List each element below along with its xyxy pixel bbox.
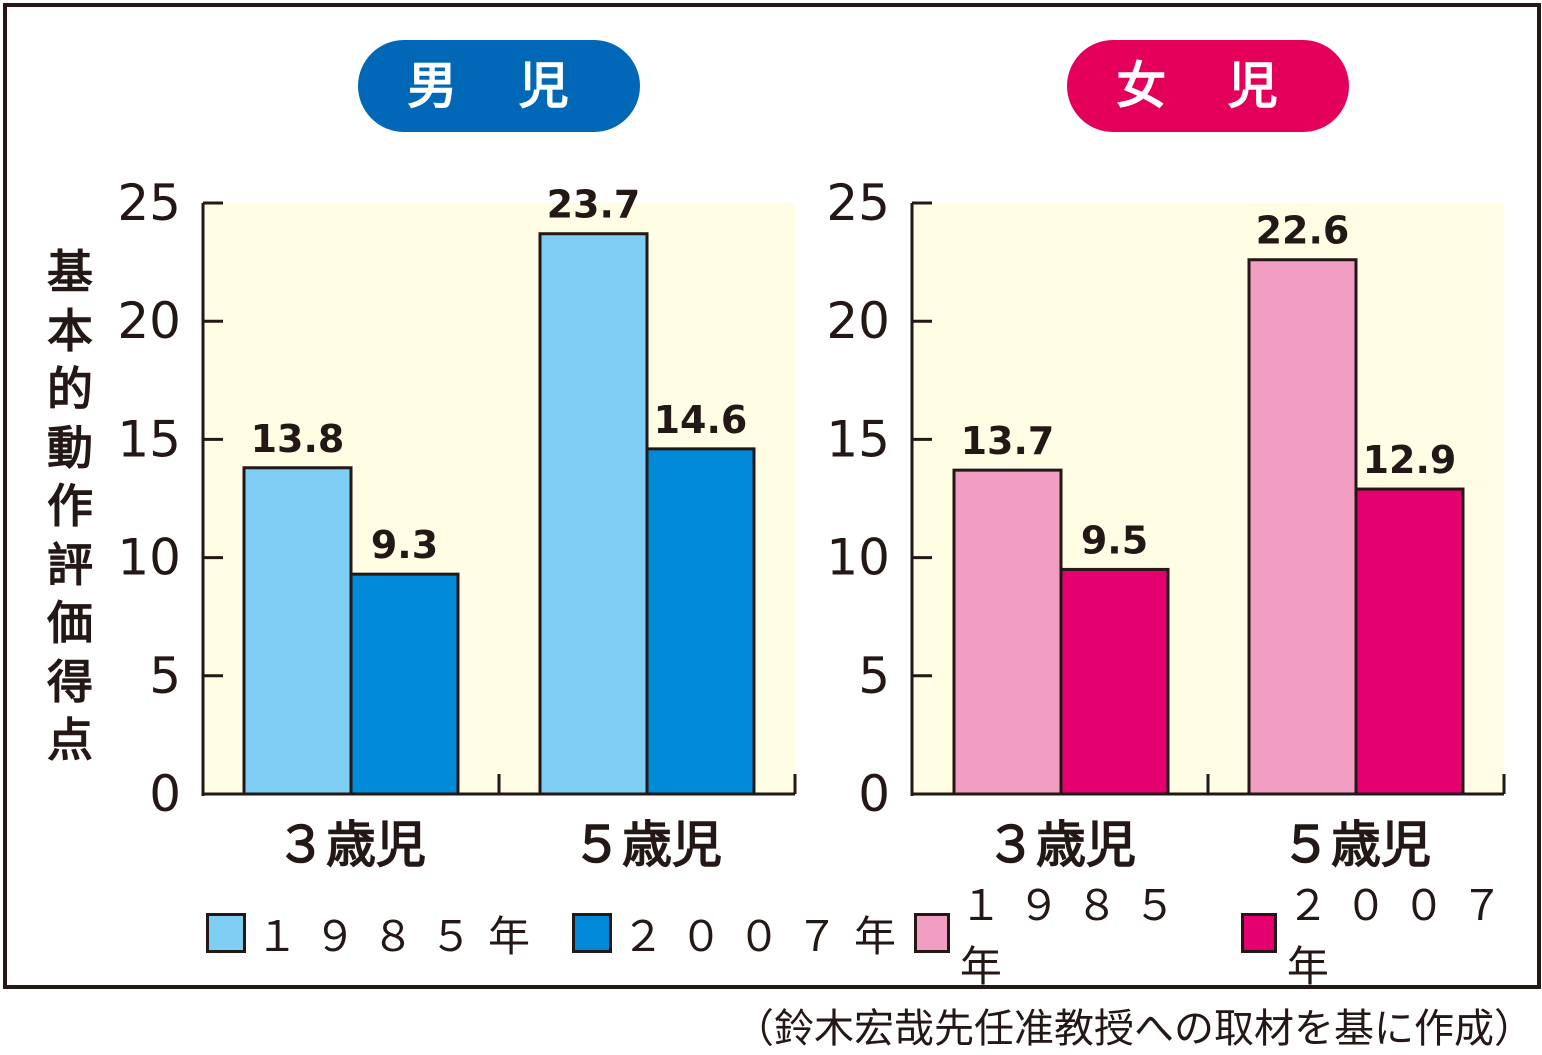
girls-bar-2007-0 — [1059, 567, 1170, 796]
boys-value-label-1985-1: 23.7 — [547, 183, 641, 227]
girls-y-tick-label-15: 15 — [826, 410, 890, 468]
girls-value-label-2007-1: 12.9 — [1363, 438, 1457, 482]
boys-y-tick-label-25: 25 — [117, 174, 181, 232]
girls-legend: １９８５年 ２００７年 — [914, 881, 1542, 991]
boys-y-tick-label-20: 20 — [117, 292, 181, 350]
girls-y-tick-label-20: 20 — [826, 292, 890, 350]
boys-value-label-2007-0: 9.3 — [371, 523, 438, 567]
boys-chart-title: 男 児 — [358, 40, 640, 132]
boys-bar-2007-1 — [645, 447, 756, 796]
girls-category-label-1: ５歳児 — [1281, 816, 1431, 874]
boys-bar-1985-0 — [242, 466, 353, 796]
girls-y-tick-label-5: 5 — [858, 647, 890, 705]
boys-value-label-1985-0: 13.8 — [251, 417, 345, 461]
source-note: （鈴木宏哉先任准教授への取材を基に作成） — [734, 1006, 1534, 1052]
girls-bar-2007-1 — [1354, 487, 1465, 796]
boys-bar-2007-0 — [349, 572, 460, 796]
legend-label-girls-1985: １９８５年 — [959, 881, 1192, 991]
legend-label-boys-1985: １９８５年 — [256, 911, 547, 961]
boys-bar-1985-1 — [538, 232, 649, 796]
boys-category-label-1: ５歳児 — [572, 816, 722, 874]
girls-y-tick-label-25: 25 — [826, 174, 890, 232]
legend-label-boys-2007: ２００７年 — [622, 911, 913, 961]
girls-value-label-1985-1: 22.6 — [1256, 209, 1350, 253]
boys-value-label-2007-1: 14.6 — [654, 398, 748, 442]
boys-category-label-0: ３歳児 — [276, 816, 426, 874]
legend-swatch-boys-2007 — [572, 913, 613, 953]
boys-y-tick-label-0: 0 — [149, 765, 181, 823]
girls-bar-1985-1 — [1247, 258, 1358, 796]
legend-swatch-boys-1985 — [206, 913, 246, 953]
girls-value-label-2007-0: 9.5 — [1081, 518, 1148, 562]
boys-y-tick-label-5: 5 — [149, 647, 181, 705]
girls-value-label-1985-0: 13.7 — [961, 419, 1055, 463]
legend-swatch-girls-2007 — [1241, 913, 1277, 953]
legend-swatch-girls-1985 — [914, 913, 950, 953]
girls-chart-title: 女 児 — [1067, 40, 1349, 132]
girls-y-tick-label-0: 0 — [858, 765, 890, 823]
boys-y-tick-label-10: 10 — [117, 529, 181, 587]
y-axis-label: 基本的動作評価得点 — [47, 245, 93, 767]
girls-category-label-0: ３歳児 — [986, 816, 1136, 874]
girls-bar-1985-0 — [952, 468, 1063, 796]
legend-label-girls-2007: ２００７年 — [1286, 881, 1519, 991]
boys-y-tick-label-15: 15 — [117, 410, 181, 468]
boys-legend: １９８５年 ２００７年 — [206, 908, 912, 961]
girls-y-tick-label-10: 10 — [826, 529, 890, 587]
